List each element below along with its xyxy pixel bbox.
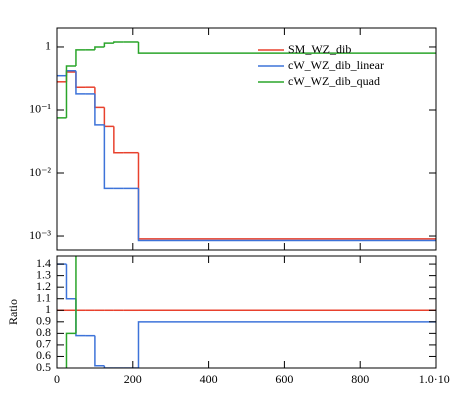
histogram-step <box>94 335 105 367</box>
histogram-step <box>94 46 105 50</box>
top-frame <box>56 27 437 251</box>
histogram-step <box>137 188 436 242</box>
histogram-step <box>65 65 76 118</box>
x-tick-label: 600 <box>275 372 293 386</box>
y-tick-label: 0.8 <box>36 325 51 339</box>
histogram-step <box>137 41 436 54</box>
histogram-step <box>75 49 86 66</box>
top-plot <box>57 41 436 242</box>
y-tick-label: 0.9 <box>36 314 51 328</box>
y-tick-label: 1 <box>45 39 51 53</box>
y-tick-label: 1.2 <box>36 279 51 293</box>
x-tick-label: 200 <box>124 372 142 386</box>
histogram-step <box>137 152 436 240</box>
histogram-step <box>75 72 86 88</box>
histogram-step <box>113 126 124 154</box>
y-tick-label: 1.1 <box>36 290 51 304</box>
histogram-step <box>137 321 436 368</box>
x-tick-label: 400 <box>200 372 218 386</box>
legend-label: SM_WZ_dib <box>288 42 351 56</box>
y-tick-label: 1.4 <box>36 256 51 270</box>
histogram-step <box>65 71 76 82</box>
histogram-step <box>75 70 86 95</box>
x-tick-label: 1.0·10³ <box>419 372 450 386</box>
x-tick-label: 0 <box>54 372 60 386</box>
histogram-step <box>65 69 76 76</box>
y-tick-label: 0.6 <box>36 348 51 362</box>
histogram-step <box>94 93 105 126</box>
y-tick-label: 10⁻² <box>29 165 51 179</box>
y-tick-label: 10⁻³ <box>29 228 51 242</box>
y-tick-label: 10⁻¹ <box>29 102 51 116</box>
y-tick-label: 1.3 <box>36 267 51 281</box>
histogram-step <box>94 87 105 109</box>
ratio-frame <box>56 255 437 369</box>
histogram-step <box>113 41 124 44</box>
legend-label: cW_WZ_dib_quad <box>288 74 380 88</box>
histogram-step <box>103 107 114 128</box>
histogram-step <box>103 42 114 47</box>
histogram-step <box>65 264 76 300</box>
x-tick-label: 800 <box>351 372 369 386</box>
y-tick-label: 0.5 <box>36 360 51 374</box>
histogram-step <box>65 332 76 368</box>
histogram-step <box>103 124 114 190</box>
legend-label: cW_WZ_dib_linear <box>288 58 384 72</box>
histogram-step <box>75 298 86 337</box>
y-tick-label: 1 <box>45 302 51 316</box>
y-axis-label: Ratio <box>6 299 20 325</box>
histogram-step <box>103 365 114 368</box>
y-tick-label: 0.7 <box>36 337 51 351</box>
